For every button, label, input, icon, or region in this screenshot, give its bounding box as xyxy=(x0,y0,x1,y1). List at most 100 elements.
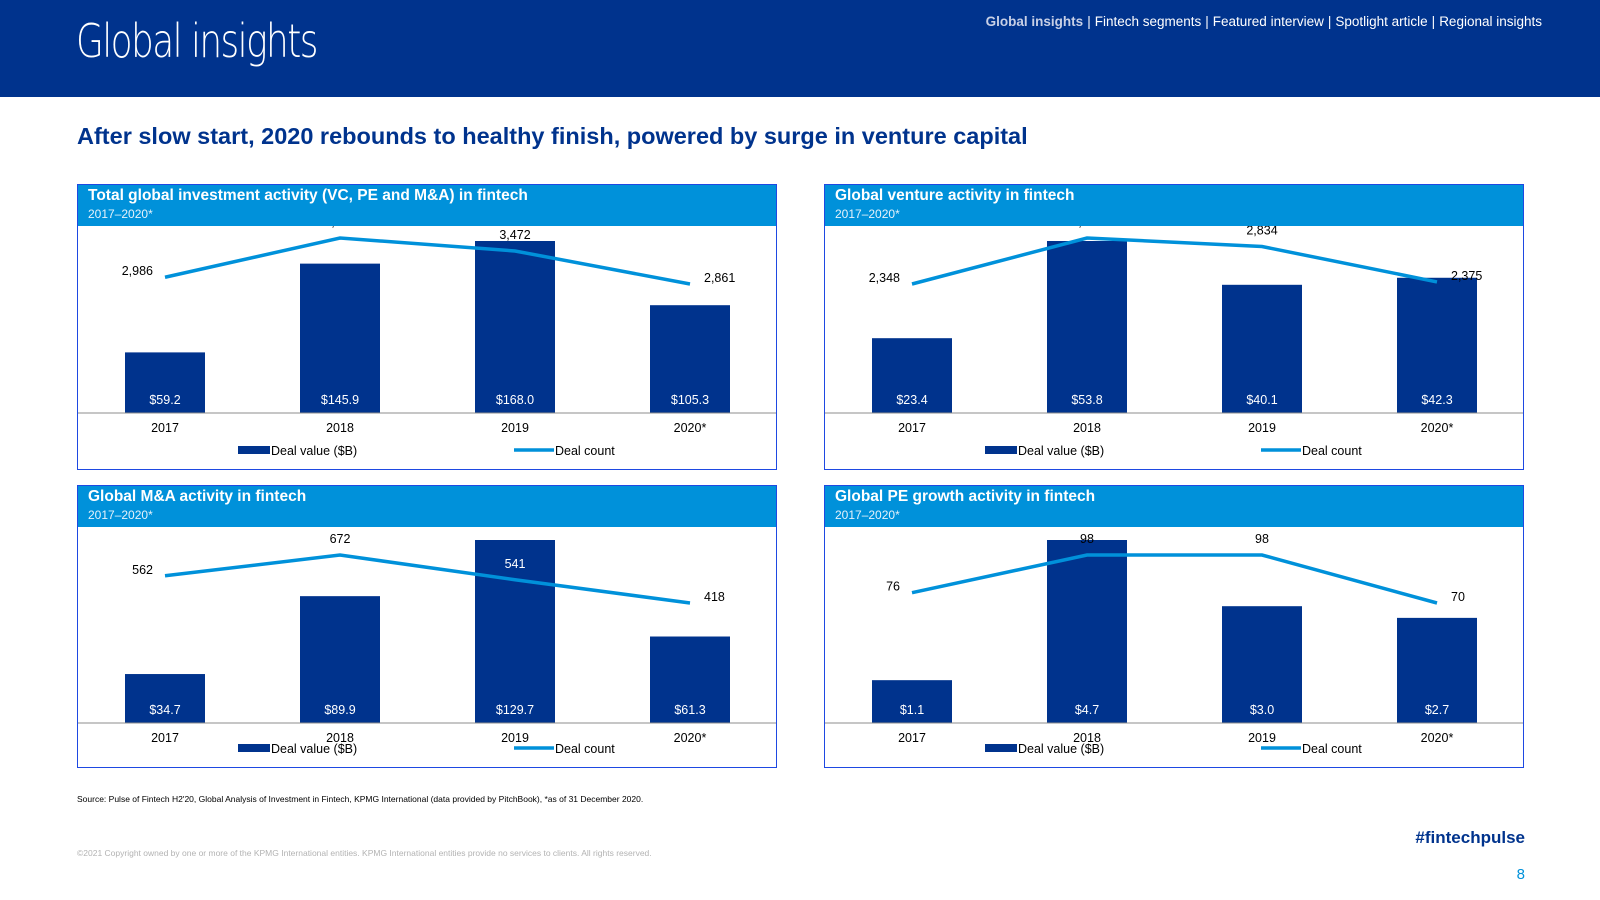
chart-subtitle: 2017–2020* xyxy=(835,207,900,221)
legend-label-deal-value: Deal value ($B) xyxy=(1018,444,1104,458)
bar-2017 xyxy=(125,352,205,413)
bar-value-label: $105.3 xyxy=(671,393,709,407)
x-tick-label: 2018 xyxy=(1073,731,1101,745)
panel-header: Global venture activity in fintech 2017–… xyxy=(825,185,1523,226)
deal-count-label: 562 xyxy=(132,563,153,577)
bar-value-label: $4.7 xyxy=(1075,703,1099,717)
deal-count-label: 3,472 xyxy=(499,228,530,242)
deal-count-label: 418 xyxy=(704,590,725,604)
legend-swatch-deal-value xyxy=(985,744,1017,752)
legend-swatch-deal-value xyxy=(985,446,1017,454)
chart-title: Total global investment activity (VC, PE… xyxy=(88,187,528,204)
bar-value-label: $23.4 xyxy=(896,393,927,407)
deal-count-line xyxy=(911,236,1438,286)
deal-count-label: 98 xyxy=(1255,532,1269,546)
deal-count-line xyxy=(911,553,1438,605)
deal-count-label: 2,944 xyxy=(1071,226,1102,229)
bar-2018 xyxy=(1047,540,1127,723)
deal-count-label: 2,986 xyxy=(122,264,153,278)
x-tick-label: 2020* xyxy=(674,731,707,745)
bar-value-label: $61.3 xyxy=(674,703,705,717)
legend-swatch-deal-value xyxy=(238,446,270,454)
deal-count-label: 2,861 xyxy=(704,271,735,285)
nav-fintech-segments[interactable]: Fintech segments xyxy=(1094,14,1202,29)
x-tick-label: 2020* xyxy=(1421,731,1454,745)
x-tick-label: 2017 xyxy=(898,731,926,745)
deal-count-label: 76 xyxy=(886,580,900,594)
chart-venture: $23.4 $53.8 $40.1 $42.3 2017 2018 2019 2020* 2,3… xyxy=(825,226,1523,458)
deal-count-line xyxy=(164,553,691,605)
chart-panel-mna: Global M&A activity in fintech 2017–2020… xyxy=(77,485,777,768)
bar-2017 xyxy=(872,680,952,723)
bar-value-label: $59.2 xyxy=(149,393,180,407)
chart-subtitle: 2017–2020* xyxy=(88,207,153,221)
bar-value-label: $42.3 xyxy=(1421,393,1452,407)
panel-header: Global M&A activity in fintech 2017–2020… xyxy=(78,486,776,527)
chart-total-investment: $59.2 $145.9 $168.0 $105.3 2017 2018 2019 2020*… xyxy=(78,226,776,458)
x-tick-label: 2017 xyxy=(151,421,179,435)
legend-label-deal-count: Deal count xyxy=(1302,742,1362,756)
hashtag-link[interactable]: #fintechpulse xyxy=(1415,828,1525,847)
deal-count-label: 2,375 xyxy=(1451,269,1482,283)
bar-2019 xyxy=(1222,606,1302,723)
chart-title: Global M&A activity in fintech xyxy=(88,488,307,505)
bar-value-label: $2.7 xyxy=(1425,703,1449,717)
deal-count-label: 2,834 xyxy=(1246,226,1277,237)
x-tick-label: 2019 xyxy=(501,421,529,435)
legend-swatch-deal-value xyxy=(238,744,270,752)
bar-2019 xyxy=(1222,284,1302,413)
legend-label-deal-count: Deal count xyxy=(1302,444,1362,458)
bar-value-label: $34.7 xyxy=(149,703,180,717)
copyright-note: ©2021 Copyright owned by one or more of … xyxy=(77,848,652,858)
deal-count-line xyxy=(164,236,691,286)
x-tick-label: 2020* xyxy=(674,421,707,435)
bar-value-label: $129.7 xyxy=(496,703,534,717)
bar-value-label: $40.1 xyxy=(1246,393,1277,407)
deal-count-label: 672 xyxy=(330,532,351,546)
chart-title: Global PE growth activity in fintech xyxy=(835,488,1096,505)
page-number: 8 xyxy=(1516,866,1525,883)
deal-count-label: 70 xyxy=(1451,590,1465,604)
bar-2020 xyxy=(650,636,730,723)
bar-2017 xyxy=(125,674,205,723)
chart-panel-pe-growth: Global PE growth activity in fintech 201… xyxy=(824,485,1524,768)
deal-count-label: 98 xyxy=(1080,532,1094,546)
bar-2018 xyxy=(300,263,380,413)
bar-value-label: $1.1 xyxy=(900,703,924,717)
bar-2020 xyxy=(1397,617,1477,723)
chart-title: Global venture activity in fintech xyxy=(835,187,1075,204)
chart-pe-growth: $1.1 $4.7 $3.0 $2.7 2017 2018 2019 2020* 76 98 98 7… xyxy=(825,532,1523,756)
bar-value-label: $53.8 xyxy=(1071,393,1102,407)
slide-headline: After slow start, 2020 rebounds to healt… xyxy=(77,123,1028,149)
nav-featured-interview[interactable]: Featured interview xyxy=(1212,14,1324,29)
nav-spotlight-article[interactable]: Spotlight article xyxy=(1335,14,1428,29)
bar-2020 xyxy=(1397,277,1477,413)
chart-panel-total-investment: Total global investment activity (VC, PE… xyxy=(77,184,777,470)
deal-count-label: 2,348 xyxy=(869,271,900,285)
bar-2018 xyxy=(300,596,380,723)
bar-2020 xyxy=(650,305,730,413)
deal-count-label: 541 xyxy=(505,557,526,571)
source-note: Source: Pulse of Fintech H2'20, Global A… xyxy=(77,794,644,804)
nav-regional-insights[interactable]: Regional insights xyxy=(1439,14,1542,29)
legend-label-deal-count: Deal count xyxy=(555,742,615,756)
chart-subtitle: 2017–2020* xyxy=(835,508,900,522)
top-nav: Global insights | Fintech segments | Feature… xyxy=(985,14,1542,29)
bar-value-label: $3.0 xyxy=(1250,703,1274,717)
x-tick-label: 2020* xyxy=(1421,421,1454,435)
bar-value-label: $168.0 xyxy=(496,393,534,407)
header-bar: Global insights Global insights | Fintech … xyxy=(0,0,1600,97)
nav-global-insights[interactable]: Global insights xyxy=(985,14,1084,29)
legend-label-deal-value: Deal value ($B) xyxy=(271,444,357,458)
bar-2019 xyxy=(475,241,555,413)
x-tick-label: 2017 xyxy=(898,421,926,435)
bar-2017 xyxy=(872,338,952,413)
bar-2019 xyxy=(475,540,555,723)
legend-label-deal-count: Deal count xyxy=(555,444,615,458)
panel-header: Global PE growth activity in fintech 201… xyxy=(825,486,1523,527)
chart-panel-venture: Global venture activity in fintech 2017–… xyxy=(824,184,1524,470)
panel-header: Total global investment activity (VC, PE… xyxy=(78,185,776,226)
chart-subtitle: 2017–2020* xyxy=(88,508,153,522)
legend-label-deal-value: Deal value ($B) xyxy=(1018,742,1104,756)
x-tick-label: 2018 xyxy=(326,421,354,435)
